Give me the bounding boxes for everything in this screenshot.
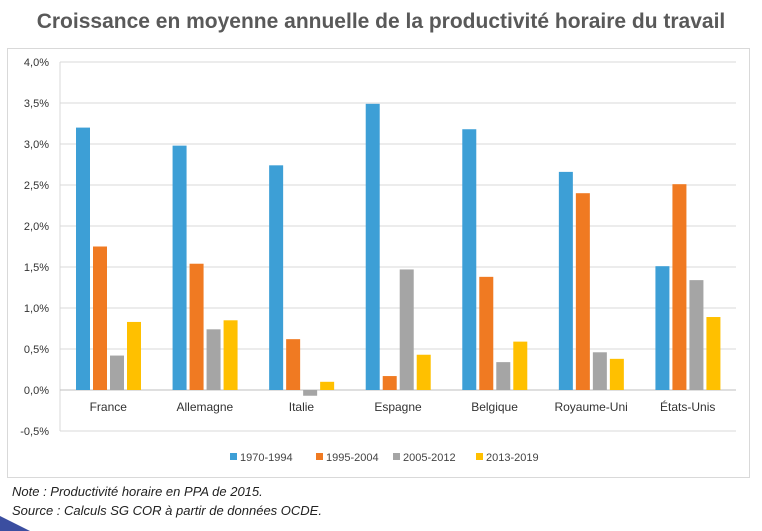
bar-1970-1994: [172, 145, 187, 390]
y-tick-label: 1,5%: [24, 262, 49, 274]
bar-2005-2012: [592, 352, 607, 390]
x-tick-label: Royaume-Uni: [554, 400, 627, 414]
bar-1995-2004: [286, 339, 301, 390]
bar-2013-2019: [416, 354, 431, 390]
source-text: Source : Calculs SG COR à partir de donn…: [12, 503, 322, 518]
bar-2005-2012: [689, 280, 704, 390]
y-tick-label: 2,0%: [24, 221, 49, 233]
legend-swatch: [316, 453, 323, 460]
bar-1995-2004: [382, 376, 397, 390]
y-tick-label: 4,0%: [24, 57, 49, 69]
y-tick-label: 0,0%: [24, 385, 49, 397]
bar-1970-1994: [76, 127, 90, 390]
legend-swatch: [230, 453, 237, 460]
bar-2005-2012: [303, 390, 318, 396]
legend-label: 1995-2004: [326, 452, 379, 464]
legend-swatch: [393, 453, 400, 460]
x-tick-label: Allemagne: [177, 400, 234, 414]
bar-1970-1994: [269, 165, 284, 390]
bar-1970-1994: [365, 103, 380, 390]
legend-label: 2013-2019: [486, 452, 539, 464]
legend-label: 2005-2012: [403, 452, 456, 464]
bar-2005-2012: [496, 362, 511, 390]
bar-1995-2004: [575, 193, 590, 390]
x-tick-label: Belgique: [471, 400, 518, 414]
bar-1995-2004: [93, 246, 107, 390]
x-tick-label: États-Unis: [660, 399, 715, 414]
decorative-corner: [0, 516, 30, 531]
bar-1995-2004: [672, 184, 687, 390]
bar-2013-2019: [223, 320, 238, 390]
legend-swatch: [476, 453, 483, 460]
bar-2013-2019: [127, 321, 141, 390]
chart-frame: [7, 48, 750, 478]
y-tick-label: 2,5%: [24, 180, 49, 192]
y-tick-label: 1,0%: [24, 303, 49, 315]
bar-2013-2019: [513, 341, 528, 390]
bar-2013-2019: [706, 317, 721, 390]
x-tick-label: Espagne: [374, 400, 422, 414]
y-tick-label: -0,5%: [20, 426, 49, 438]
bar-2005-2012: [110, 355, 124, 390]
y-tick-label: 3,5%: [24, 98, 49, 110]
chart-title: Croissance en moyenne annuelle de la pro…: [36, 10, 726, 33]
bar-1995-2004: [189, 263, 204, 390]
bar-2013-2019: [320, 381, 335, 390]
bar-2005-2012: [399, 269, 414, 390]
x-tick-label: Italie: [289, 400, 315, 414]
note-text: Note : Productivité horaire en PPA de 20…: [12, 484, 263, 499]
x-tick-label: France: [90, 400, 128, 414]
bar-1995-2004: [479, 276, 494, 390]
bar-1970-1994: [655, 266, 670, 390]
y-tick-label: 0,5%: [24, 344, 49, 356]
bar-2013-2019: [609, 358, 624, 390]
bar-2005-2012: [206, 329, 221, 390]
legend-label: 1970-1994: [240, 452, 293, 464]
y-tick-label: 3,0%: [24, 139, 49, 151]
bar-1970-1994: [558, 171, 573, 390]
bar-1970-1994: [462, 129, 477, 391]
